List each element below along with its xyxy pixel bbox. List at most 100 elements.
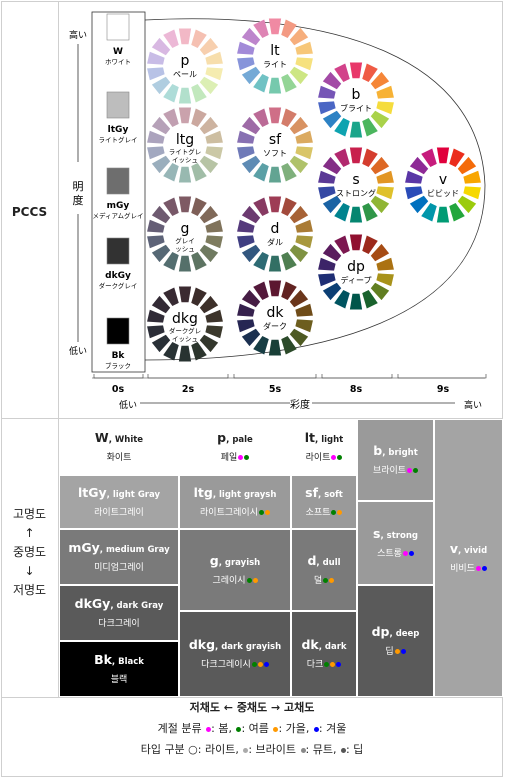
hue-swatch xyxy=(376,186,394,200)
wheel-center xyxy=(164,45,206,87)
chroma-tick-bracket xyxy=(397,374,487,379)
row-label: ↓ xyxy=(24,564,35,578)
hue-swatch xyxy=(268,18,282,35)
hue-swatch xyxy=(281,197,297,216)
tone-cell-title: d, dull xyxy=(307,552,341,568)
hue-swatch xyxy=(163,29,179,48)
hue-swatch xyxy=(253,252,269,271)
hue-swatch xyxy=(376,257,394,271)
hue-swatch xyxy=(147,130,165,144)
hue-swatch xyxy=(405,170,423,184)
wheel-center xyxy=(335,251,377,293)
gray-name: ホワイト xyxy=(105,58,131,66)
hue-swatch xyxy=(237,41,255,55)
hue-swatch xyxy=(376,273,394,287)
hue-swatch xyxy=(163,108,179,127)
tone-name: ビビッド xyxy=(427,189,459,198)
tone-name: ダル xyxy=(267,237,283,247)
tone-cell-dkGy: dkGy, dark Gray 다크그레이 xyxy=(59,585,179,641)
hue-swatch xyxy=(289,205,309,224)
wheel-center xyxy=(254,124,296,166)
season-dot xyxy=(257,661,263,667)
hue-swatch xyxy=(370,195,390,214)
tone-cell-korean: 덜 xyxy=(314,576,335,588)
hue-swatch xyxy=(241,66,261,85)
tone-cell-korean: 다크 xyxy=(307,660,342,672)
season-dot xyxy=(246,577,252,583)
hue-swatch xyxy=(362,290,378,309)
hue-swatch xyxy=(318,101,336,115)
tone-name: ライト xyxy=(263,60,287,69)
hue-swatch xyxy=(178,196,192,213)
tone-cell-sf: sf, soft 소프트 xyxy=(291,475,357,529)
hue-swatch xyxy=(334,203,350,222)
row-label: 중명도 xyxy=(12,545,47,559)
hue-swatch xyxy=(151,76,171,95)
hue-swatch xyxy=(199,334,219,353)
hue-swatch xyxy=(281,336,297,355)
hue-swatch xyxy=(147,67,165,81)
tone-cell-title: dk, dark xyxy=(301,636,347,652)
wheel-center xyxy=(422,164,464,206)
legend-dot xyxy=(243,747,249,753)
hue-swatch xyxy=(409,156,429,175)
hue-swatch xyxy=(370,71,390,90)
season-dot xyxy=(413,467,419,473)
hue-swatch xyxy=(289,328,309,347)
gray-swatch-dkGy xyxy=(106,237,130,265)
hue-swatch xyxy=(322,243,342,262)
hue-swatch xyxy=(147,325,165,339)
hue-swatch xyxy=(178,87,192,104)
hue-swatch xyxy=(295,235,313,249)
hue-swatch xyxy=(370,282,390,301)
tone-cell-korean: 다크그레이시 xyxy=(201,660,269,672)
hue-swatch xyxy=(421,203,437,222)
hue-swatch xyxy=(268,107,282,124)
gray-swatch-Bk xyxy=(106,317,130,345)
wheel-center xyxy=(164,303,206,345)
tone-cell-korean: 블랙 xyxy=(110,674,128,685)
hue-swatch xyxy=(241,244,261,263)
hue-swatch xyxy=(405,186,423,200)
wheel-center xyxy=(254,35,296,77)
hue-swatch xyxy=(163,84,179,103)
hue-swatch xyxy=(205,219,223,233)
hue-swatch xyxy=(409,195,429,214)
tone-cell-dk: dk, dark 다크 xyxy=(291,611,357,697)
hue-swatch xyxy=(334,63,350,82)
tone-cell-title: b, bright xyxy=(373,442,418,458)
hue-swatch xyxy=(191,287,207,306)
wheel-center xyxy=(254,297,296,339)
hue-swatch xyxy=(334,235,350,254)
hue-swatch xyxy=(191,163,207,182)
hue-swatch xyxy=(436,206,450,223)
tone-cell-title: mGy, medium Gray xyxy=(68,539,170,555)
tone-code: g xyxy=(181,221,190,237)
hue-swatch xyxy=(237,57,255,71)
tone-code: v xyxy=(439,172,447,188)
hue-swatch xyxy=(289,289,309,308)
tone-cell-v: v, vivid 비비드 xyxy=(434,419,503,697)
hue-swatch xyxy=(199,116,219,135)
hue-swatch xyxy=(178,28,192,45)
gray-code: ltGy xyxy=(108,125,129,135)
hue-swatch xyxy=(463,170,481,184)
chroma-tick-label: 8s xyxy=(350,384,363,395)
chroma-high-label: 高い xyxy=(464,399,482,411)
legend-dot xyxy=(300,747,306,753)
wheel-center xyxy=(254,213,296,255)
hue-swatch xyxy=(205,325,223,339)
gray-name: ブラック xyxy=(105,361,131,370)
chroma-tick-bracket xyxy=(233,374,317,379)
hue-swatch xyxy=(147,235,165,249)
tone-name: ストロング xyxy=(336,188,376,198)
tone-cell-korean: 다크그레이 xyxy=(98,618,140,629)
tone-cell-ltGy: ltGy, light Gray 라이트그레이 xyxy=(59,475,179,529)
tone-cell-korean: 그레이시 xyxy=(212,576,258,588)
hue-swatch xyxy=(163,252,179,271)
tone-cell-b: b, bright 브라이트 xyxy=(357,419,434,501)
hue-swatch xyxy=(268,77,282,94)
